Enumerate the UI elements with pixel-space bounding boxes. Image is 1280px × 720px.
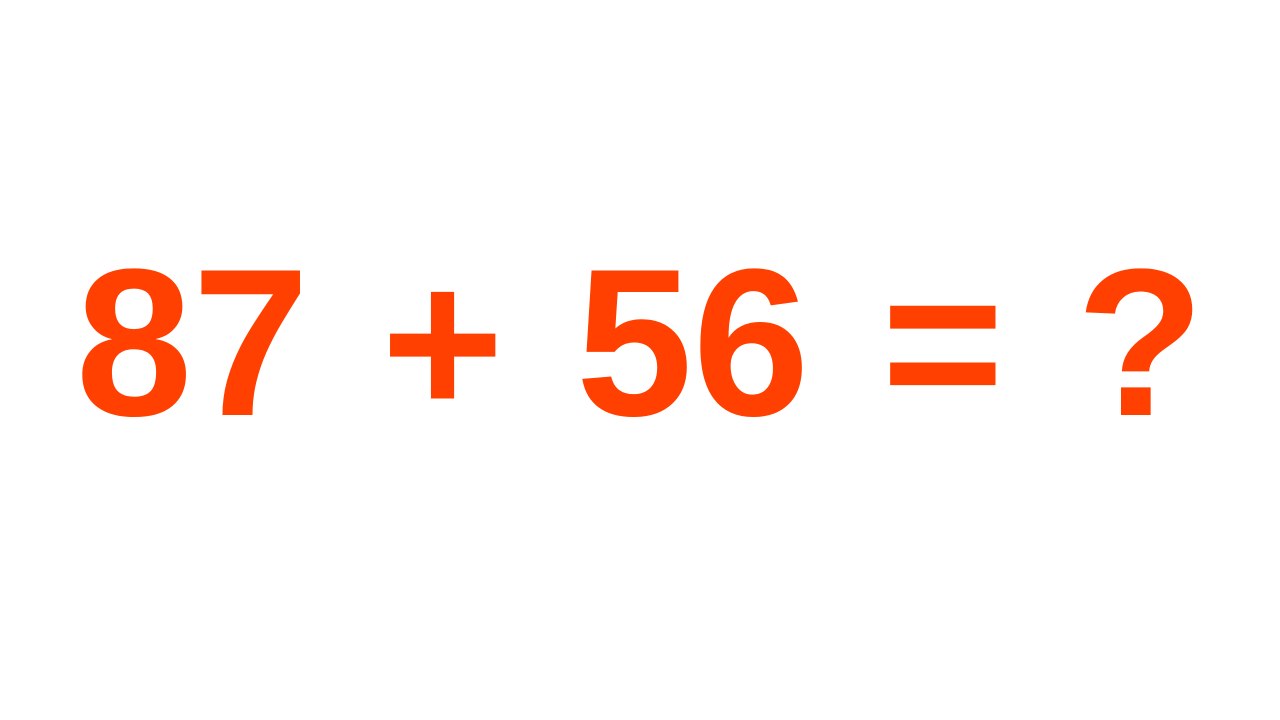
equation: 87 + 56 = ? (0, 238, 1280, 448)
plus-operator: + (381, 225, 504, 460)
operand-b: 56 (575, 225, 810, 460)
operand-a: 87 (75, 225, 310, 460)
equals-sign: = (881, 225, 1005, 460)
unknown-answer: ? (1076, 225, 1205, 460)
